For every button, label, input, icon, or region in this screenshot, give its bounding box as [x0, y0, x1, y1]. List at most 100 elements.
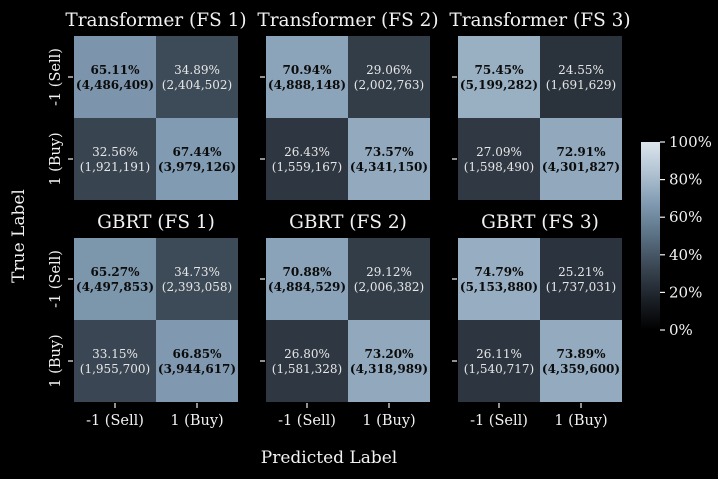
colorbar-tick-label: 40%: [669, 246, 702, 264]
cell-percent-label: 29.06%: [366, 63, 412, 77]
colorbar-tick-label: 100%: [669, 133, 712, 151]
heatmap-cell: [540, 36, 622, 118]
cell-percent-label: 26.43%: [284, 145, 330, 159]
cell-percent-label: 70.94%: [283, 63, 333, 77]
cell-count-label: (1,691,629): [546, 78, 616, 92]
cell-percent-label: 26.11%: [476, 347, 522, 361]
cell-percent-label: 33.15%: [92, 347, 138, 361]
heatmap-cell: [156, 36, 238, 118]
cell-count-label: (1,955,700): [80, 362, 150, 376]
panel-title: Transformer (FS 3): [449, 10, 630, 31]
heatmap-cell: [540, 320, 622, 402]
cell-count-label: (1,559,167): [272, 160, 342, 174]
panel-2: Transformer (FS 2) 70.94%(4,888,148) 29.06…: [257, 10, 439, 200]
colorbar-tick-label: 0%: [669, 321, 693, 339]
x-tick-label: 1 (Buy): [362, 413, 415, 429]
panel-4: GBRT (FS 1) 65.27%(4,497,853) 34.73%(2,393…: [48, 212, 238, 429]
heatmap-cell: [348, 118, 430, 200]
heatmap-panels: Transformer (FS 1) 65.11%(4,486,409) 34.89…: [48, 10, 631, 429]
cell-count-label: (4,341,150): [350, 160, 428, 174]
cell-percent-label: 73.57%: [365, 145, 415, 159]
cell-count-label: (4,486,409): [76, 78, 154, 92]
colorbar-tick-label: 20%: [669, 283, 702, 301]
cell-percent-label: 72.91%: [557, 145, 607, 159]
panel-6: GBRT (FS 3) 74.79%(5,153,880) 25.21%(1,737…: [452, 212, 622, 429]
x-tick-label: 1 (Buy): [170, 413, 223, 429]
y-tick-label: 1 (Buy): [48, 334, 64, 387]
cell-count-label: (4,884,529): [268, 280, 346, 294]
colorbar: 0% 20% 40% 60% 80% 100%: [641, 133, 712, 339]
heatmap-cell: [540, 238, 622, 320]
cell-count-label: (1,737,031): [546, 280, 616, 294]
cell-count-label: (1,598,490): [464, 160, 534, 174]
x-tick-label: -1 (Sell): [278, 413, 336, 429]
cell-percent-label: 75.45%: [475, 63, 525, 77]
heatmap-cell: [348, 320, 430, 402]
cell-percent-label: 26.80%: [284, 347, 330, 361]
cell-count-label: (2,393,058): [162, 280, 232, 294]
cell-percent-label: 73.89%: [557, 347, 607, 361]
x-tick-label: -1 (Sell): [470, 413, 528, 429]
cell-count-label: (2,002,763): [354, 78, 424, 92]
heatmap-cell: [156, 320, 238, 402]
panel-5: GBRT (FS 2) 70.88%(4,884,529) 29.12%(2,006…: [260, 212, 430, 429]
cell-count-label: (4,497,853): [76, 280, 154, 294]
colorbar-gradient: [641, 142, 660, 330]
cell-percent-label: 25.21%: [558, 265, 604, 279]
panel-title: GBRT (FS 1): [97, 212, 215, 233]
cell-percent-label: 66.85%: [173, 347, 223, 361]
cell-count-label: (5,199,282): [460, 78, 538, 92]
cell-percent-label: 67.44%: [173, 145, 223, 159]
cell-percent-label: 74.79%: [475, 265, 525, 279]
cell-count-label: (1,581,328): [272, 362, 342, 376]
panel-3: Transformer (FS 3) 75.45%(5,199,282) 24.55…: [449, 10, 631, 200]
cell-count-label: (1,921,191): [80, 160, 150, 174]
panel-title: GBRT (FS 3): [481, 212, 599, 233]
cell-count-label: (3,944,617): [158, 362, 236, 376]
heatmap-cell: [74, 320, 156, 402]
heatmap-cell: [74, 36, 156, 118]
cell-count-label: (4,359,600): [542, 362, 620, 376]
heatmap-cell: [266, 320, 348, 402]
x-tick-label: 1 (Buy): [554, 413, 607, 429]
heatmap-cell: [348, 36, 430, 118]
cell-count-label: (3,979,126): [158, 160, 236, 174]
panel-1: Transformer (FS 1) 65.11%(4,486,409) 34.89…: [48, 10, 247, 200]
y-tick-label: 1 (Buy): [48, 132, 64, 185]
heatmap-cell: [74, 118, 156, 200]
cell-percent-label: 32.56%: [92, 145, 138, 159]
colorbar-tick-label: 80%: [669, 171, 702, 189]
cell-percent-label: 27.09%: [476, 145, 522, 159]
cell-percent-label: 34.73%: [174, 265, 220, 279]
cell-percent-label: 65.27%: [91, 265, 141, 279]
heatmap-cell: [266, 238, 348, 320]
colorbar-tick-label: 60%: [669, 208, 702, 226]
x-axis-label: Predicted Label: [261, 448, 397, 468]
cell-percent-label: 65.11%: [91, 63, 141, 77]
cell-percent-label: 70.88%: [283, 265, 333, 279]
heatmap-cell: [458, 118, 540, 200]
panel-title: GBRT (FS 2): [289, 212, 407, 233]
cell-count-label: (4,888,148): [268, 78, 346, 92]
cell-count-label: (2,404,502): [162, 78, 232, 92]
cell-count-label: (1,540,717): [464, 362, 534, 376]
heatmap-cell: [348, 238, 430, 320]
y-tick-label: -1 (Sell): [48, 250, 64, 308]
heatmap-cell: [458, 36, 540, 118]
cell-percent-label: 34.89%: [174, 63, 220, 77]
y-axis-label: True Label: [9, 189, 29, 283]
panel-title: Transformer (FS 1): [65, 10, 246, 31]
heatmap-cell: [458, 238, 540, 320]
x-tick-label: -1 (Sell): [86, 413, 144, 429]
heatmap-cell: [540, 118, 622, 200]
heatmap-cell: [458, 320, 540, 402]
heatmap-cell: [266, 118, 348, 200]
heatmap-cell: [74, 238, 156, 320]
panel-title: Transformer (FS 2): [257, 10, 438, 31]
cell-count-label: (5,153,880): [460, 280, 538, 294]
cell-percent-label: 29.12%: [366, 265, 412, 279]
cell-count-label: (4,318,989): [350, 362, 428, 376]
heatmap-cell: [156, 238, 238, 320]
heatmap-cell: [266, 36, 348, 118]
